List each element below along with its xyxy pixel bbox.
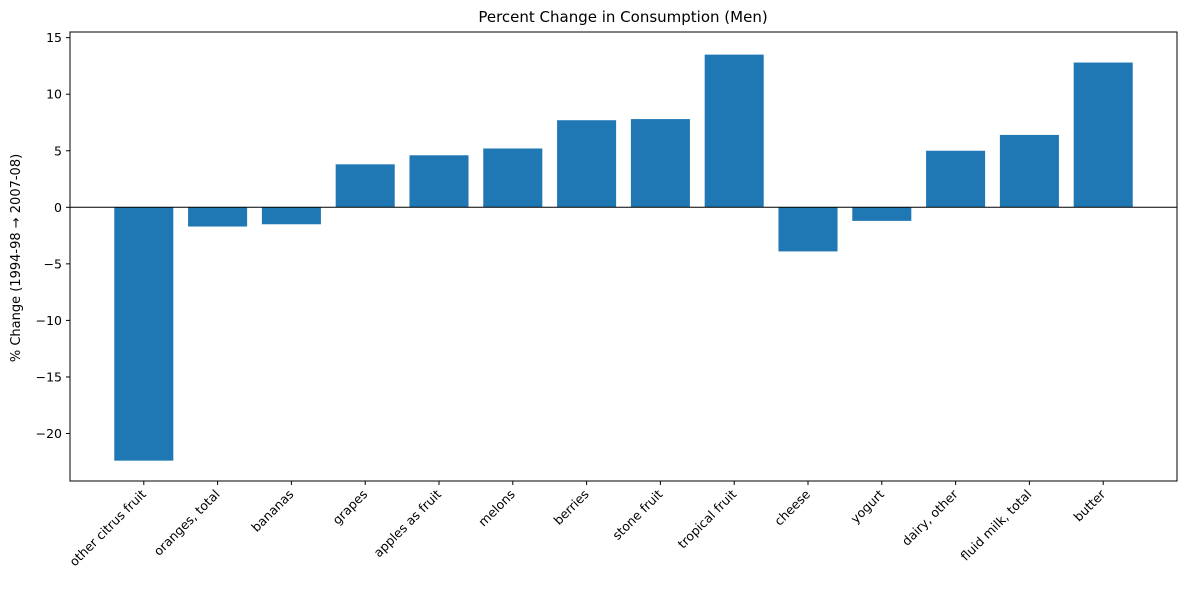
plot-frame <box>69 31 1178 482</box>
x-tick-label: tropical fruit <box>675 486 740 551</box>
x-tick-label: cheese <box>771 486 813 528</box>
plot-area: −20 −15 −10 −5 0 5 10 15 other citrus fruit orang… <box>36 30 1178 569</box>
bar-1 <box>188 207 248 227</box>
x-tick-label: berries <box>550 487 591 528</box>
bar-7 <box>630 119 690 208</box>
bar-8 <box>704 54 764 208</box>
y-tick-label: 10 <box>46 87 62 102</box>
x-tick-label: bananas <box>248 487 296 535</box>
y-tick-label: 0 <box>54 200 62 215</box>
x-tick-label: dairy, other <box>899 486 962 549</box>
x-tick-label: other citrus fruit <box>66 486 149 569</box>
y-tick-label: 15 <box>46 30 62 45</box>
bar-11 <box>926 150 986 208</box>
bar-9 <box>778 207 838 252</box>
bar-6 <box>557 120 617 208</box>
bar-3 <box>335 164 395 208</box>
bar-10 <box>852 207 912 221</box>
x-tick-label: oranges, total <box>151 487 223 559</box>
x-tick-label: stone fruit <box>609 486 665 542</box>
chart-title: Percent Change in Consumption (Men) <box>478 8 767 26</box>
bar-13 <box>1073 62 1133 208</box>
bar-2 <box>261 207 321 225</box>
y-tick-label: −10 <box>36 313 62 328</box>
bar-0 <box>114 207 174 461</box>
x-tick-label: grapes <box>329 487 370 528</box>
bar-5 <box>483 148 543 208</box>
x-tick-label: melons <box>475 487 518 530</box>
y-tick-label: 5 <box>54 143 62 158</box>
bar-12 <box>999 134 1059 208</box>
bar-4 <box>409 155 469 208</box>
x-tick-label: fluid milk, total <box>957 487 1034 564</box>
y-tick-label: −5 <box>44 256 62 271</box>
x-tick-label: apples as fruit <box>370 486 444 560</box>
x-tick-label: butter <box>1070 486 1108 524</box>
y-tick-label: −15 <box>36 369 62 384</box>
y-tick-label: −20 <box>36 426 62 441</box>
y-axis-label: % Change (1994-98 → 2007-08) <box>9 154 24 362</box>
x-tick-label: yogurt <box>847 486 887 526</box>
